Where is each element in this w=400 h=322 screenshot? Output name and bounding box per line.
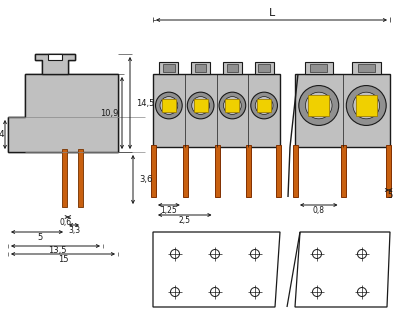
Circle shape bbox=[255, 97, 273, 114]
Text: 0,8: 0,8 bbox=[313, 205, 325, 214]
Bar bbox=[276, 145, 281, 197]
Bar bbox=[225, 99, 239, 112]
Circle shape bbox=[219, 92, 246, 119]
Text: 3,6: 3,6 bbox=[139, 175, 152, 184]
Text: 0,6: 0,6 bbox=[60, 217, 72, 226]
Circle shape bbox=[156, 92, 182, 119]
Bar bbox=[386, 145, 391, 197]
Bar bbox=[227, 64, 238, 72]
Bar bbox=[358, 64, 375, 72]
Circle shape bbox=[358, 250, 366, 259]
Circle shape bbox=[170, 250, 180, 259]
Text: 3,3: 3,3 bbox=[68, 226, 80, 235]
Polygon shape bbox=[8, 74, 118, 152]
Circle shape bbox=[250, 288, 260, 297]
Circle shape bbox=[210, 250, 220, 259]
Circle shape bbox=[187, 92, 214, 119]
Bar bbox=[257, 99, 271, 112]
Text: 5: 5 bbox=[387, 191, 393, 200]
Bar bbox=[191, 62, 210, 74]
Bar bbox=[340, 145, 346, 197]
Bar bbox=[62, 149, 67, 207]
Circle shape bbox=[306, 92, 332, 119]
Text: 15: 15 bbox=[58, 254, 68, 263]
Bar bbox=[295, 74, 390, 147]
Bar bbox=[304, 62, 333, 74]
Text: 2,5: 2,5 bbox=[179, 215, 191, 224]
Circle shape bbox=[312, 288, 322, 297]
Text: 14,5: 14,5 bbox=[136, 99, 154, 108]
Circle shape bbox=[312, 250, 322, 259]
Bar bbox=[162, 99, 176, 112]
Text: 10,9: 10,9 bbox=[100, 109, 118, 118]
Bar bbox=[310, 64, 327, 72]
Bar bbox=[254, 62, 274, 74]
Circle shape bbox=[250, 250, 260, 259]
Polygon shape bbox=[153, 232, 280, 307]
Bar bbox=[151, 145, 156, 197]
Text: L: L bbox=[268, 8, 275, 18]
Bar bbox=[352, 62, 380, 74]
Bar bbox=[163, 64, 174, 72]
Text: 1,25: 1,25 bbox=[160, 205, 177, 214]
Circle shape bbox=[353, 92, 380, 119]
Circle shape bbox=[224, 97, 241, 114]
Bar bbox=[293, 145, 298, 197]
Text: 13,5: 13,5 bbox=[48, 247, 66, 255]
Polygon shape bbox=[8, 74, 118, 152]
Polygon shape bbox=[35, 54, 75, 74]
Bar bbox=[356, 95, 377, 116]
Bar bbox=[258, 64, 270, 72]
Bar bbox=[78, 149, 83, 207]
Bar bbox=[308, 95, 329, 116]
Circle shape bbox=[346, 86, 386, 126]
Circle shape bbox=[192, 97, 210, 114]
Circle shape bbox=[358, 288, 366, 297]
Circle shape bbox=[160, 97, 178, 114]
Bar bbox=[246, 145, 251, 197]
Bar bbox=[223, 62, 242, 74]
Bar bbox=[214, 145, 220, 197]
Circle shape bbox=[170, 288, 180, 297]
Polygon shape bbox=[48, 54, 62, 60]
Circle shape bbox=[210, 288, 220, 297]
Bar bbox=[159, 62, 178, 74]
Bar bbox=[195, 64, 206, 72]
Text: 4: 4 bbox=[0, 130, 4, 139]
Bar bbox=[153, 74, 280, 147]
Circle shape bbox=[299, 86, 339, 126]
Bar bbox=[183, 145, 188, 197]
Text: 5: 5 bbox=[37, 233, 43, 242]
Polygon shape bbox=[295, 232, 390, 307]
Bar bbox=[194, 99, 208, 112]
Circle shape bbox=[251, 92, 278, 119]
